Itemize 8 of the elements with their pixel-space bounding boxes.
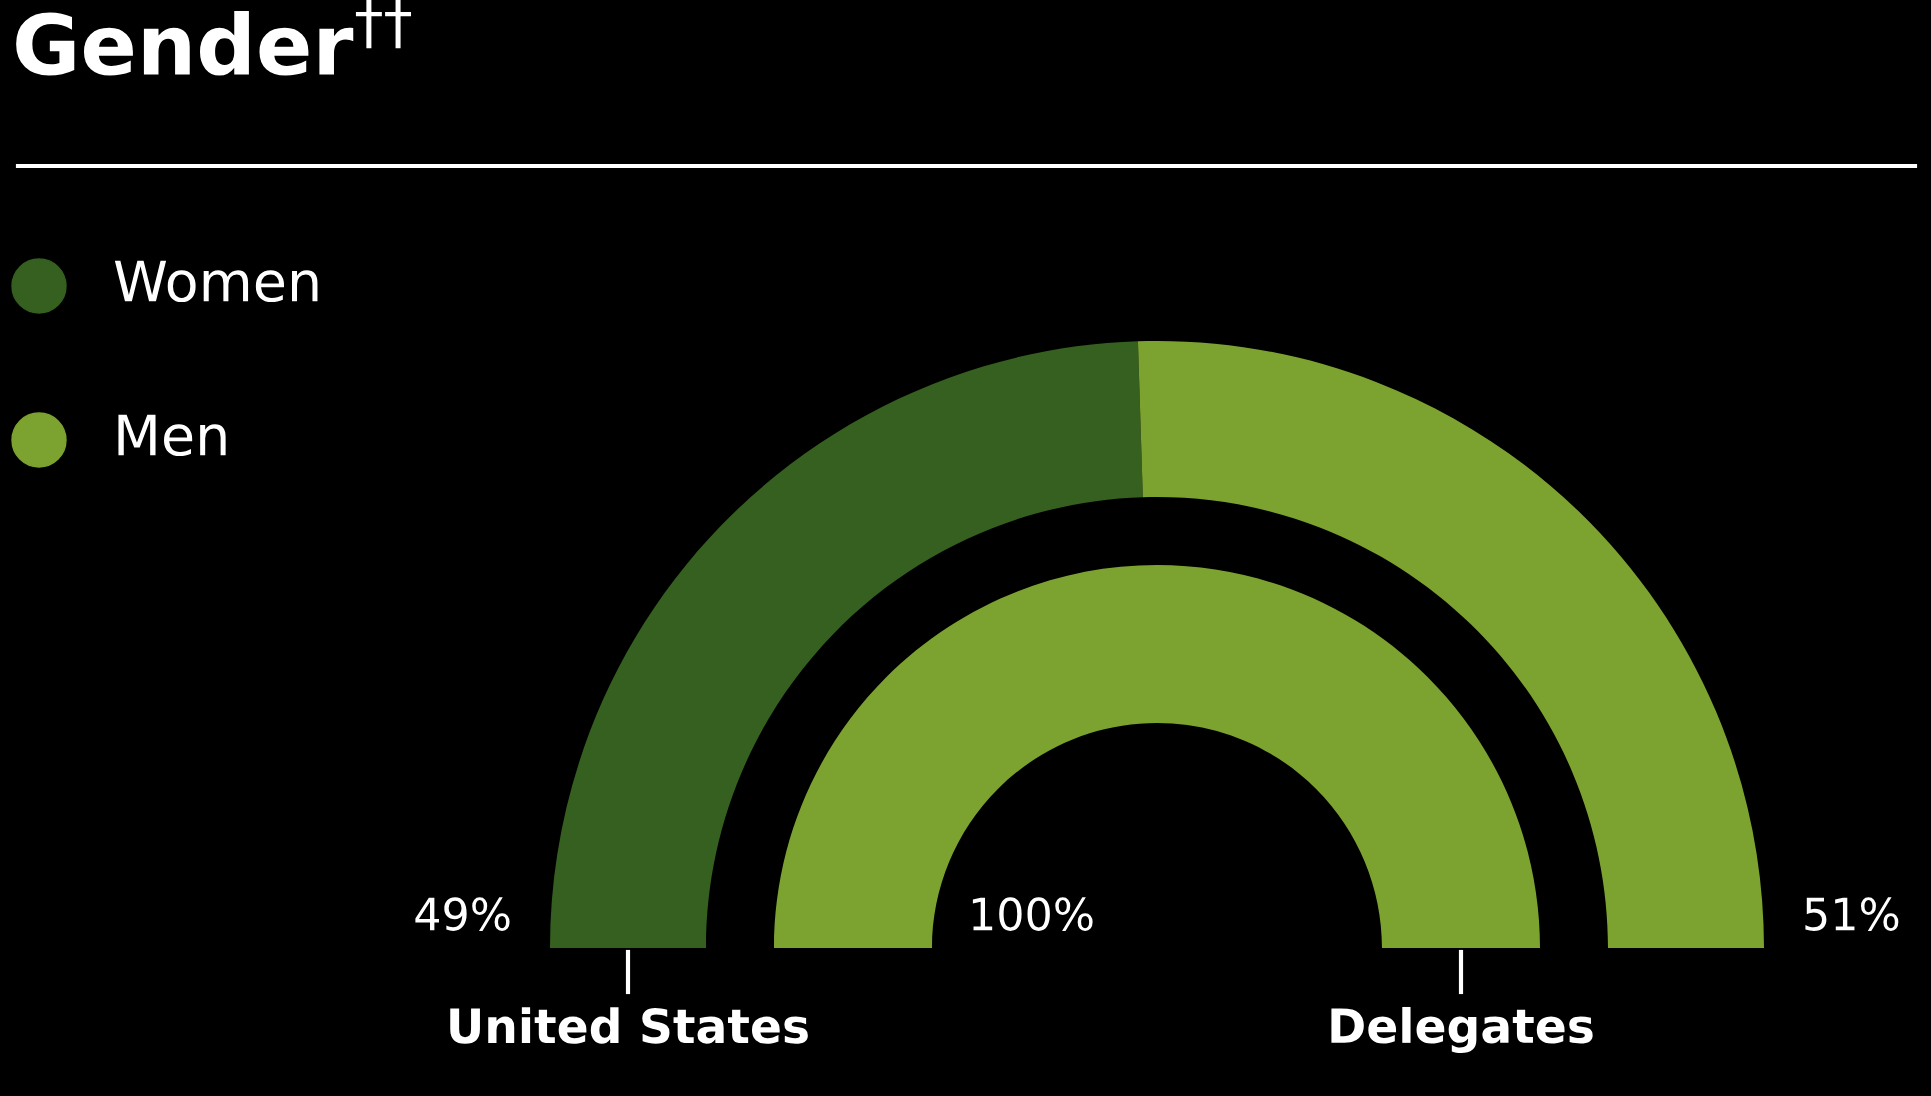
chart-title: Gender$^{††}$ (16, 0, 412, 76)
data-label: 100% (972, 897, 1093, 931)
slice-label: United States (450, 1007, 808, 1044)
data-label: 49% (415, 897, 510, 931)
data-label: 51% (1805, 897, 1899, 931)
slice-label: Delegates (1331, 1006, 1593, 1054)
legend-label: Women (114, 260, 318, 303)
legend-label: Men (118, 414, 226, 457)
